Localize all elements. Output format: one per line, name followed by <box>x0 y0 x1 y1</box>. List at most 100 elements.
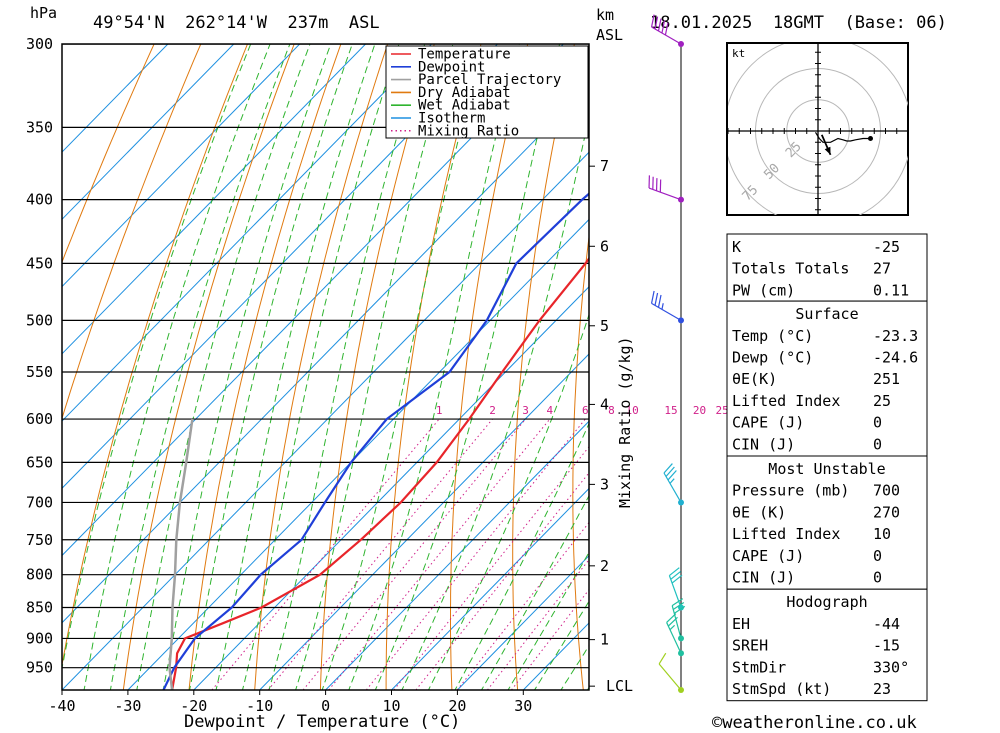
wind-barb-staff <box>671 605 682 639</box>
wind-barb-feather <box>658 652 667 665</box>
mixing-ratio-tick-label: 15 <box>664 404 677 417</box>
dry-adiabat-line <box>188 44 342 690</box>
wind-barb-staff <box>663 472 682 503</box>
indices-box-surface <box>726 300 928 457</box>
dry-adiabat-line <box>319 44 435 690</box>
isotherm-line <box>193 286 589 690</box>
index-value: 0 <box>873 569 882 587</box>
wind-barb-feather <box>650 290 655 304</box>
pressure-tick-label: 850 <box>26 599 53 617</box>
dry-adiabat-line <box>688 44 715 690</box>
isotherm-line <box>62 44 498 489</box>
index-label: Totals Totals <box>732 260 849 278</box>
wet-adiabat-line <box>162 44 332 690</box>
index-label: CAPE (J) <box>732 547 804 565</box>
wet-adiabat-line <box>268 44 426 690</box>
hodograph-trace <box>814 131 871 143</box>
index-value: 23 <box>873 680 891 698</box>
index-label: θE (K) <box>732 503 786 521</box>
index-value: 0 <box>873 414 882 432</box>
index-value: 10 <box>873 525 891 543</box>
index-value: 251 <box>873 370 900 388</box>
dry-adiabat-line <box>62 44 155 264</box>
mixing-ratio-line <box>511 588 589 690</box>
wind-barb <box>648 175 684 203</box>
wind-barb-feather <box>671 574 683 584</box>
index-value: 270 <box>873 503 900 521</box>
isotherm-line <box>62 44 564 557</box>
wind-barb-feather <box>671 598 684 607</box>
pressure-tick-label: 450 <box>26 254 53 272</box>
dry-adiabat-line <box>385 44 482 690</box>
dry-adiabat-line <box>572 233 589 690</box>
index-label: SREH <box>732 637 768 655</box>
isotherm-line <box>259 353 589 690</box>
mixing-ratio-line <box>393 445 589 690</box>
wind-barb-staff <box>668 575 682 608</box>
wind-barb-feather <box>661 20 666 34</box>
legend-label: Dry Adiabat <box>418 85 511 101</box>
wind-barb-half-feather <box>669 478 675 484</box>
wet-adiabat-line <box>507 551 589 690</box>
wind-barb-feather <box>670 570 682 580</box>
index-label: Lifted Index <box>732 525 840 543</box>
mixing-ratio-tick-label: 10 <box>626 404 639 417</box>
series-temperature <box>171 256 589 690</box>
index-value: -25 <box>873 238 900 256</box>
mixing-ratio-tick-label: 20 <box>693 404 706 417</box>
index-value: 0 <box>873 547 882 565</box>
pressure-tick-label: 950 <box>26 659 53 677</box>
wet-adiabat-line <box>241 44 400 690</box>
pressure-tick-label: 900 <box>26 629 53 647</box>
mixing-ratio-line <box>415 472 589 690</box>
copyright: ©weatheronline.co.uk <box>712 713 917 733</box>
legend-label: Parcel Trajectory <box>418 72 561 88</box>
pressure-tick-label: 700 <box>26 493 53 511</box>
index-value: -24.6 <box>873 349 918 367</box>
mixing-ratio-line <box>328 418 551 690</box>
index-value: -44 <box>873 615 900 633</box>
wind-barb-dot <box>678 687 684 693</box>
axis-ticks: 3003504004505005506006507007508008509009… <box>26 35 633 715</box>
wind-barb <box>671 598 686 642</box>
pressure-tick-label: 350 <box>26 118 53 136</box>
legend-label: Isotherm <box>418 111 485 127</box>
mixing-ratio-tick-label: 1 <box>436 404 443 417</box>
wind-barb-feather <box>664 22 669 36</box>
datetime-title: 18.01.2025 18GMT (Base: 06) <box>650 13 947 33</box>
km-tick-label: 5 <box>600 317 609 335</box>
x-tick-label: -30 <box>114 697 141 715</box>
mixing-ratio-tick-label: 6 <box>582 404 589 417</box>
lcl-label: LCL <box>606 677 633 695</box>
wet-adiabat-line <box>348 44 520 690</box>
mixing-ratio-tick-label: 2 <box>489 404 496 417</box>
wind-barb <box>650 14 684 47</box>
x-tick-label: 10 <box>382 697 400 715</box>
hodograph-end-dot <box>868 136 873 141</box>
isotherm-line <box>62 44 432 422</box>
dry-adiabat-line <box>512 44 575 690</box>
x-tick-label: 20 <box>448 697 466 715</box>
wind-barb-dot <box>678 635 684 642</box>
index-label: Dewp (°C) <box>732 349 813 367</box>
wind-barb <box>658 652 684 693</box>
mixing-ratio-line <box>487 558 589 690</box>
x-tick-label: 30 <box>514 697 532 715</box>
wind-barb <box>650 290 684 324</box>
mixing-ratio-labels: 1 2 3 4 6 8 10 15 20 25 <box>436 404 729 417</box>
pressure-tick-label: 500 <box>26 311 53 329</box>
pressure-tick-label: 600 <box>26 410 53 428</box>
indices-table: K -25 Totals Totals 27 PW (cm) 0.11 Surface Tem… <box>726 233 928 702</box>
legend-label: Wet Adiabat <box>418 98 511 114</box>
pressure-tick-label: 400 <box>26 191 53 209</box>
wind-barb-feather <box>665 466 675 477</box>
section-title: Surface <box>795 305 858 323</box>
wind-barb-staff <box>658 663 682 691</box>
wind-barb-feather <box>668 567 680 577</box>
index-label: CIN (J) <box>732 569 795 587</box>
wind-barb-feather <box>657 294 662 308</box>
index-value: 0 <box>873 435 882 453</box>
pressure-tick-label: 550 <box>26 363 53 381</box>
